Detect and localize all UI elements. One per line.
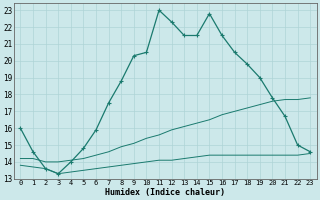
- X-axis label: Humidex (Indice chaleur): Humidex (Indice chaleur): [105, 188, 225, 197]
